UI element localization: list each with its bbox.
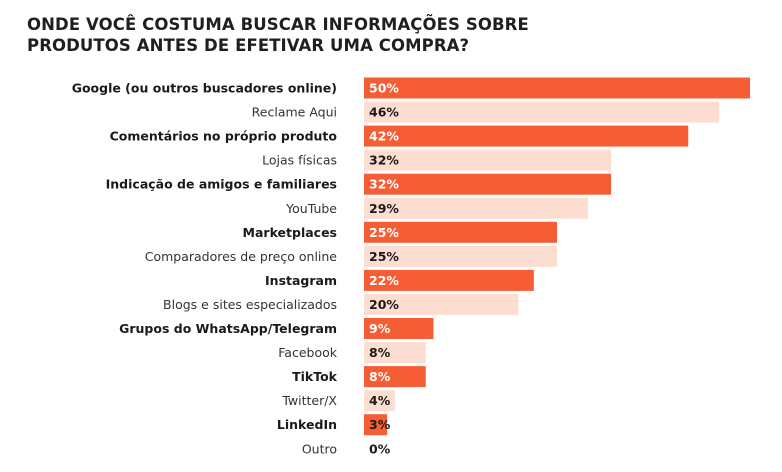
- value-label-7: 25%: [369, 249, 399, 264]
- value-label-3: 32%: [369, 153, 399, 168]
- value-label-12: 8%: [369, 369, 391, 384]
- value-label-0: 50%: [369, 81, 399, 96]
- value-label-14: 3%: [369, 417, 391, 432]
- value-label-15: 0%: [369, 441, 391, 456]
- category-label-1: Reclame Aqui: [252, 105, 337, 120]
- bar-12: [364, 366, 426, 388]
- category-label-2: Comentários no próprio produto: [110, 129, 338, 144]
- category-label-7: Comparadores de preço online: [145, 249, 338, 264]
- category-label-6: Marketplaces: [243, 225, 337, 240]
- bar-9: [364, 293, 519, 315]
- bar-4: [364, 173, 612, 195]
- value-label-10: 9%: [369, 321, 391, 336]
- category-label-13: Twitter/X: [281, 393, 337, 408]
- bar-14: [364, 414, 388, 436]
- value-label-1: 46%: [369, 105, 399, 120]
- bar-11: [364, 342, 426, 364]
- value-label-8: 22%: [369, 273, 399, 288]
- category-label-5: YouTube: [285, 201, 337, 216]
- value-label-4: 32%: [369, 177, 399, 192]
- value-label-11: 8%: [369, 345, 391, 360]
- bar-1: [364, 101, 720, 123]
- chart-title: ONDE VOCÊ COSTUMA BUSCAR INFORMAÇÕES SOB…: [27, 14, 627, 56]
- category-label-9: Blogs e sites especializados: [163, 297, 337, 312]
- value-label-5: 29%: [369, 201, 399, 216]
- value-label-6: 25%: [369, 225, 399, 240]
- category-label-0: Google (ou outros buscadores online): [72, 81, 337, 96]
- category-label-15: Outro: [302, 441, 337, 456]
- chart-title-line-2: PRODUTOS ANTES DE EFETIVAR UMA COMPRA?: [27, 36, 470, 55]
- category-label-3: Lojas físicas: [262, 153, 337, 168]
- category-label-8: Instagram: [265, 273, 337, 288]
- category-label-10: Grupos do WhatsApp/Telegram: [119, 321, 337, 336]
- chart-title-line-1: ONDE VOCÊ COSTUMA BUSCAR INFORMAÇÕES SOB…: [27, 15, 529, 34]
- category-label-12: TikTok: [292, 369, 338, 384]
- value-label-13: 4%: [369, 393, 391, 408]
- bar-8: [364, 269, 534, 291]
- bar-10: [364, 318, 434, 339]
- value-label-9: 20%: [369, 297, 399, 312]
- category-label-11: Facebook: [278, 345, 337, 360]
- category-label-14: LinkedIn: [277, 417, 337, 432]
- bar-0: [364, 77, 750, 99]
- value-label-2: 42%: [369, 129, 399, 144]
- bar-2: [364, 125, 689, 147]
- bar-7: [364, 245, 557, 267]
- bar-13: [364, 390, 395, 412]
- bar-5: [364, 197, 588, 219]
- bar-6: [364, 221, 557, 243]
- bar-3: [364, 149, 612, 171]
- category-label-4: Indicação de amigos e familiares: [106, 177, 337, 192]
